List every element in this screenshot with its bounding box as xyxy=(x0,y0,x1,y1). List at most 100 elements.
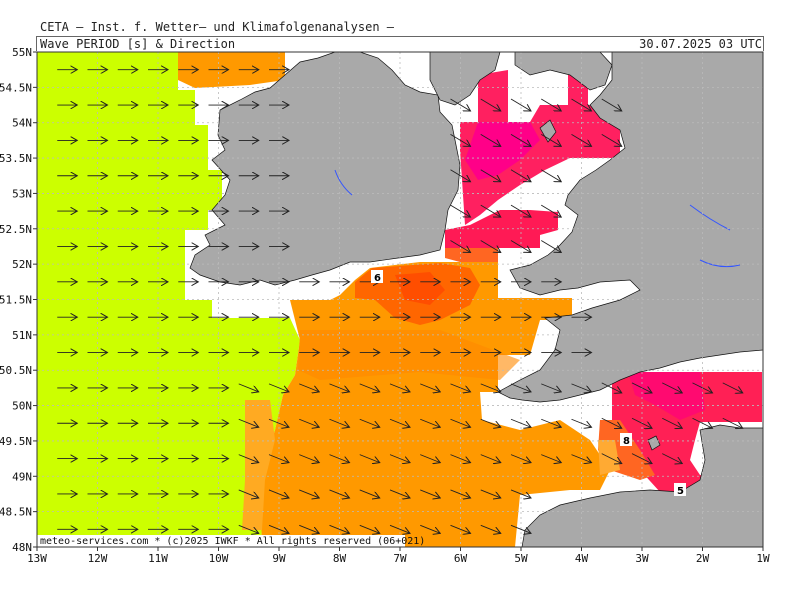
direction-arrow xyxy=(662,453,682,464)
direction-arrow xyxy=(299,454,319,463)
direction-arrow xyxy=(299,489,319,498)
direction-arrow xyxy=(389,489,410,498)
direction-arrow xyxy=(329,454,350,463)
direction-arrow xyxy=(510,98,531,111)
lon-label: 3W xyxy=(635,552,649,565)
direction-arrow xyxy=(510,204,531,217)
direction-arrow xyxy=(480,240,501,252)
lon-label: 2W xyxy=(696,552,710,565)
direction-arrow xyxy=(510,169,531,182)
direction-arrow xyxy=(329,489,350,498)
direction-arrow xyxy=(480,134,501,146)
direction-arrow xyxy=(510,240,531,252)
direction-arrow xyxy=(450,489,471,498)
lat-label: 50N xyxy=(12,400,32,413)
direction-arrow xyxy=(662,417,682,428)
magenta-period-field-channel xyxy=(628,372,705,420)
contour-label-8: 8 xyxy=(623,436,630,447)
direction-arrow xyxy=(631,453,652,464)
direction-arrow xyxy=(571,98,592,111)
land-france xyxy=(521,424,763,547)
direction-arrow xyxy=(480,169,501,182)
direction-arrow xyxy=(329,383,350,392)
direction-arrow xyxy=(510,134,531,146)
lon-label: 1W xyxy=(756,552,770,565)
lon-label: 6W xyxy=(454,552,468,565)
lat-label: 53N xyxy=(12,187,32,200)
lon-label: 11W xyxy=(148,552,168,565)
direction-arrow xyxy=(541,98,561,111)
direction-arrow xyxy=(420,418,440,427)
river-shannon xyxy=(334,169,353,196)
direction-arrow xyxy=(692,382,713,393)
direction-arrow xyxy=(480,383,501,392)
direction-arrow xyxy=(480,98,501,111)
land-scotland xyxy=(429,52,501,106)
direction-arrow xyxy=(541,383,561,392)
direction-arrow xyxy=(662,382,682,393)
river-thames xyxy=(699,259,741,268)
lon-label: 12W xyxy=(88,552,108,565)
direction-arrow xyxy=(359,418,380,427)
direction-arrow xyxy=(359,454,380,463)
direction-arrow xyxy=(601,453,622,464)
direction-arrow xyxy=(450,169,471,182)
direction-arrow xyxy=(389,454,410,463)
lat-label: 54.5N xyxy=(0,81,32,94)
direction-arrow xyxy=(389,524,410,533)
direction-arrow xyxy=(329,524,350,533)
direction-arrow xyxy=(510,418,531,427)
lon-label: 8W xyxy=(333,552,347,565)
direction-arrow xyxy=(238,418,259,427)
lon-label: 9W xyxy=(272,552,286,565)
land-ireland xyxy=(189,52,461,286)
direction-arrow xyxy=(329,418,350,427)
direction-arrow xyxy=(510,524,531,533)
direction-arrow xyxy=(450,454,471,463)
direction-arrow xyxy=(359,383,380,392)
parameter-title: Wave PERIOD [s] & Direction xyxy=(40,37,236,51)
direction-arrow xyxy=(480,418,501,427)
contour-label-8-bg xyxy=(620,433,632,446)
valid-time: 30.07.2025 03 UTC xyxy=(639,37,762,51)
direction-arrow xyxy=(631,417,652,428)
direction-arrow xyxy=(420,489,440,498)
lat-label: 49.5N xyxy=(0,435,32,448)
lat-label: 52.5N xyxy=(0,223,32,236)
wave-direction-arrows xyxy=(57,70,743,534)
direction-arrow xyxy=(601,98,622,111)
red-period-field-channel xyxy=(445,210,558,252)
direction-arrow xyxy=(268,418,289,427)
lat-label: 55N xyxy=(12,46,32,59)
direction-arrow xyxy=(541,454,561,463)
river-severn xyxy=(689,204,731,231)
direction-arrow xyxy=(238,524,259,533)
header-band xyxy=(36,36,764,51)
direction-arrow xyxy=(420,524,440,533)
direction-arrow xyxy=(450,383,471,392)
direction-arrow xyxy=(571,454,592,463)
direction-arrow xyxy=(722,417,743,428)
land-scotland-southwest xyxy=(514,52,613,91)
direction-arrow xyxy=(450,98,471,111)
direction-arrow xyxy=(299,383,319,392)
direction-arrow xyxy=(359,489,380,498)
lat-label: 48N xyxy=(12,541,32,554)
land-channel-islands xyxy=(647,435,661,451)
direction-arrow xyxy=(359,524,380,533)
direction-arrow xyxy=(299,418,319,427)
direction-arrow xyxy=(571,134,592,146)
direction-arrow xyxy=(510,454,531,463)
direction-arrow xyxy=(631,382,652,393)
direction-arrow xyxy=(450,418,471,427)
direction-arrow xyxy=(692,417,713,428)
lat-label: 49N xyxy=(12,470,32,483)
direction-arrow xyxy=(238,489,259,498)
axis-ticks: 13W 12W 11W 10W 9W 8W 7W 6W 5W 4W 3W 2W 1W55N54.5N54… xyxy=(0,46,770,565)
direction-arrow xyxy=(601,134,622,146)
light-orange-streak xyxy=(242,400,275,530)
direction-arrow xyxy=(268,383,289,392)
institute-title: CETA — Inst. f. Wetter— und Klimafolgena… xyxy=(40,20,395,34)
direction-arrow xyxy=(541,240,561,252)
